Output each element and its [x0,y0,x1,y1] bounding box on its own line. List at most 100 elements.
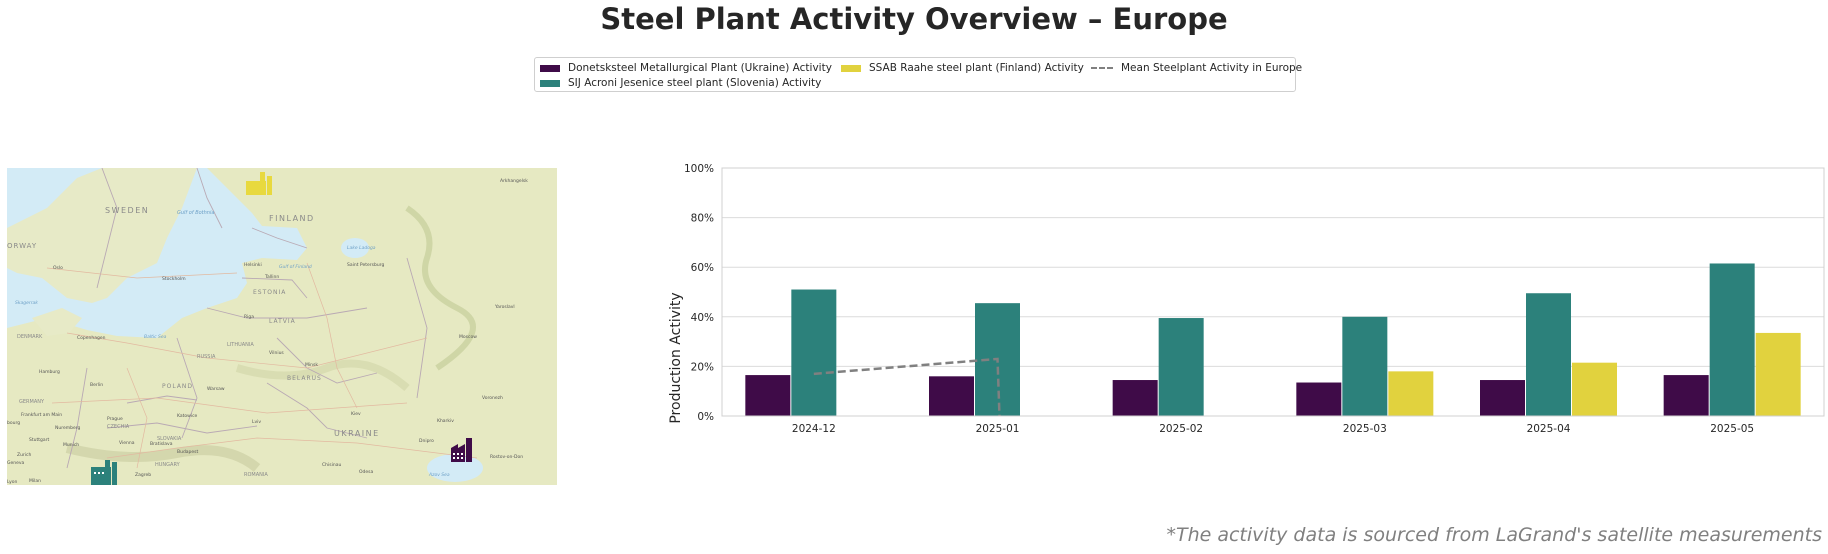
map-label-frankfurt: Frankfurt am Main [21,412,62,418]
map-label-minsk: Minsk [305,362,318,368]
map-label-baltic-sea: Baltic Sea [144,334,167,340]
map-label-moscow: Moscow [459,334,477,340]
bar-acroni [1526,293,1571,416]
map-land-continent [7,168,557,485]
mean-activity-line [813,357,1001,417]
map-label-geneva: Geneva [7,460,25,466]
map-label-denmark: DENMARK [17,334,43,340]
map-land-scandinavia [7,168,197,303]
factory-icon-ukraine [451,438,472,462]
y-tick-label: 0% [697,411,714,423]
map-label-strasbourg: bourg [7,420,20,426]
map-label-ukraine: UKRAINE [334,429,380,438]
map-label-stockholm: Stockholm [162,276,186,282]
legend-item-donetsksteel: Donetsksteel Metallurgical Plant (Ukrain… [540,62,832,74]
legend-swatch-donetsksteel [540,64,560,72]
map-label-stuttgart: Stuttgart [29,437,49,443]
bar-acroni [1342,316,1388,416]
map-label-katowice: Katowice [177,413,198,419]
chart-axes: 0% 20% 40% 60% 80% 100% 2024-12 2025-01 2025-02 2… [684,163,1825,435]
chart-bars [745,263,1801,416]
map-label-berlin: Berlin [90,382,103,388]
map-label-azov-sea: Azov Sea [428,472,450,478]
map-label-skagerrak: Skagerrak [15,300,38,306]
map-canvas: SWEDEN FINLAND ORWAY Gulf of Bothnia Ark… [7,168,557,485]
europe-map: SWEDEN FINLAND ORWAY Gulf of Bothnia Ark… [7,168,557,485]
map-label-hamburg: Hamburg [39,369,60,375]
x-tick-label: 2025-04 [1527,423,1571,435]
legend-item-acroni: SIJ Acroni Jesenice steel plant (Sloveni… [540,77,821,89]
map-label-norway: ORWAY [7,242,37,250]
map-terrain-1 [405,205,476,371]
map-label-poland: POLAND [162,383,193,390]
map-label-kyiv: Kiev [351,411,361,417]
map-label-voronezh: Voronezh [482,395,503,401]
legend-swatch-acroni [540,79,560,87]
map-label-yaroslavl: Yaroslavl [494,304,515,310]
map-label-prague: Prague [107,416,123,422]
map-label-nuremberg: Nuremberg [55,425,81,431]
map-label-oslo: Oslo [53,265,63,271]
map-label-estonia: ESTONIA [253,289,286,296]
plot-frame [721,167,1825,417]
map-label-lake-ladoga: Lake Ladoga [347,245,376,251]
bar-donetsksteel [1296,382,1342,416]
y-tick-label: 60% [691,262,714,274]
map-label-slovakia: SLOVAKIA [157,436,182,442]
map-label-rostov: Rostov-on-Don [490,454,523,460]
bar-donetsksteel [1480,380,1525,416]
map-roads [46,262,478,469]
factory-icon-finland [246,172,272,195]
bar-acroni [1709,263,1755,416]
map-label-zurich: Zurich [17,452,32,458]
map-label-zagreb: Zagreb [135,472,151,478]
legend-label-acroni: SIJ Acroni Jesenice steel plant (Sloveni… [568,77,822,89]
factory-icon-slovenia [91,460,117,485]
map-label-germany: GERMANY [19,399,45,405]
x-tick-label: 2025-03 [1343,423,1387,435]
map-label-lviv: Lviv [252,419,261,425]
map-label-russia: RUSSIA [197,354,216,360]
bar-donetsksteel [745,375,791,416]
map-label-lyon: Lyon [7,479,18,485]
map-label-vienna: Vienna [119,440,135,446]
map-label-gulf-finland: Gulf of Finland [279,264,312,270]
map-label-romania: ROMANIA [244,472,268,478]
map-label-arkhangelsk: Arkhangelsk [500,178,528,184]
map-label-riga: Riga [244,314,254,320]
bar-donetsksteel [929,376,974,416]
map-label-helsinki: Helsinki [244,262,262,268]
legend-label-donetsksteel: Donetsksteel Metallurgical Plant (Ukrain… [568,62,832,74]
map-lake-ladoga [341,238,369,258]
x-tick-label: 2025-01 [976,423,1020,435]
bar-donetsksteel [1663,375,1709,416]
y-tick-label: 80% [691,213,714,225]
map-label-odesa: Odesa [359,469,374,475]
bar-acroni [1158,318,1204,416]
map-label-finland: FINLAND [269,214,315,223]
map-label-kharkiv: Kharkiv [437,418,454,424]
legend-label-raahe: SSAB Raahe steel plant (Finland) Activit… [869,62,1084,74]
legend-item-raahe: SSAB Raahe steel plant (Finland) Activit… [841,62,1084,74]
map-terrain-3 [65,443,261,472]
map-label-warsaw: Warsaw [207,386,225,392]
y-tick-label: 40% [691,312,714,324]
map-labels: SWEDEN FINLAND ORWAY Gulf of Bothnia Ark… [7,178,528,485]
map-label-sweden: SWEDEN [105,206,149,215]
x-tick-label: 2024-12 [792,423,836,435]
map-label-budapest: Budapest [177,449,199,455]
bar-raahe [1572,362,1617,416]
map-label-bratislava: Bratislava [150,441,173,447]
map-land-denmark [32,308,82,336]
map-label-milan: Milan [29,478,41,484]
chart-legend: Donetsksteel Metallurgical Plant (Ukrain… [534,57,1302,92]
map-terrain-2 [235,359,410,392]
chart-canvas: 0% 20% 40% 60% 80% 100% 2024-12 2025-01 2025-02 2… [668,163,1825,435]
bar-donetsksteel [1112,380,1158,416]
map-label-munich: Munich [63,442,79,448]
map-label-vilnius: Vilnius [269,350,284,356]
map-label-belarus: BELARUS [287,375,322,382]
legend-swatch-raahe [841,64,861,72]
map-label-saint-petersburg: Saint Petersburg [347,262,384,268]
y-axis-label: Production Activity [668,292,684,423]
